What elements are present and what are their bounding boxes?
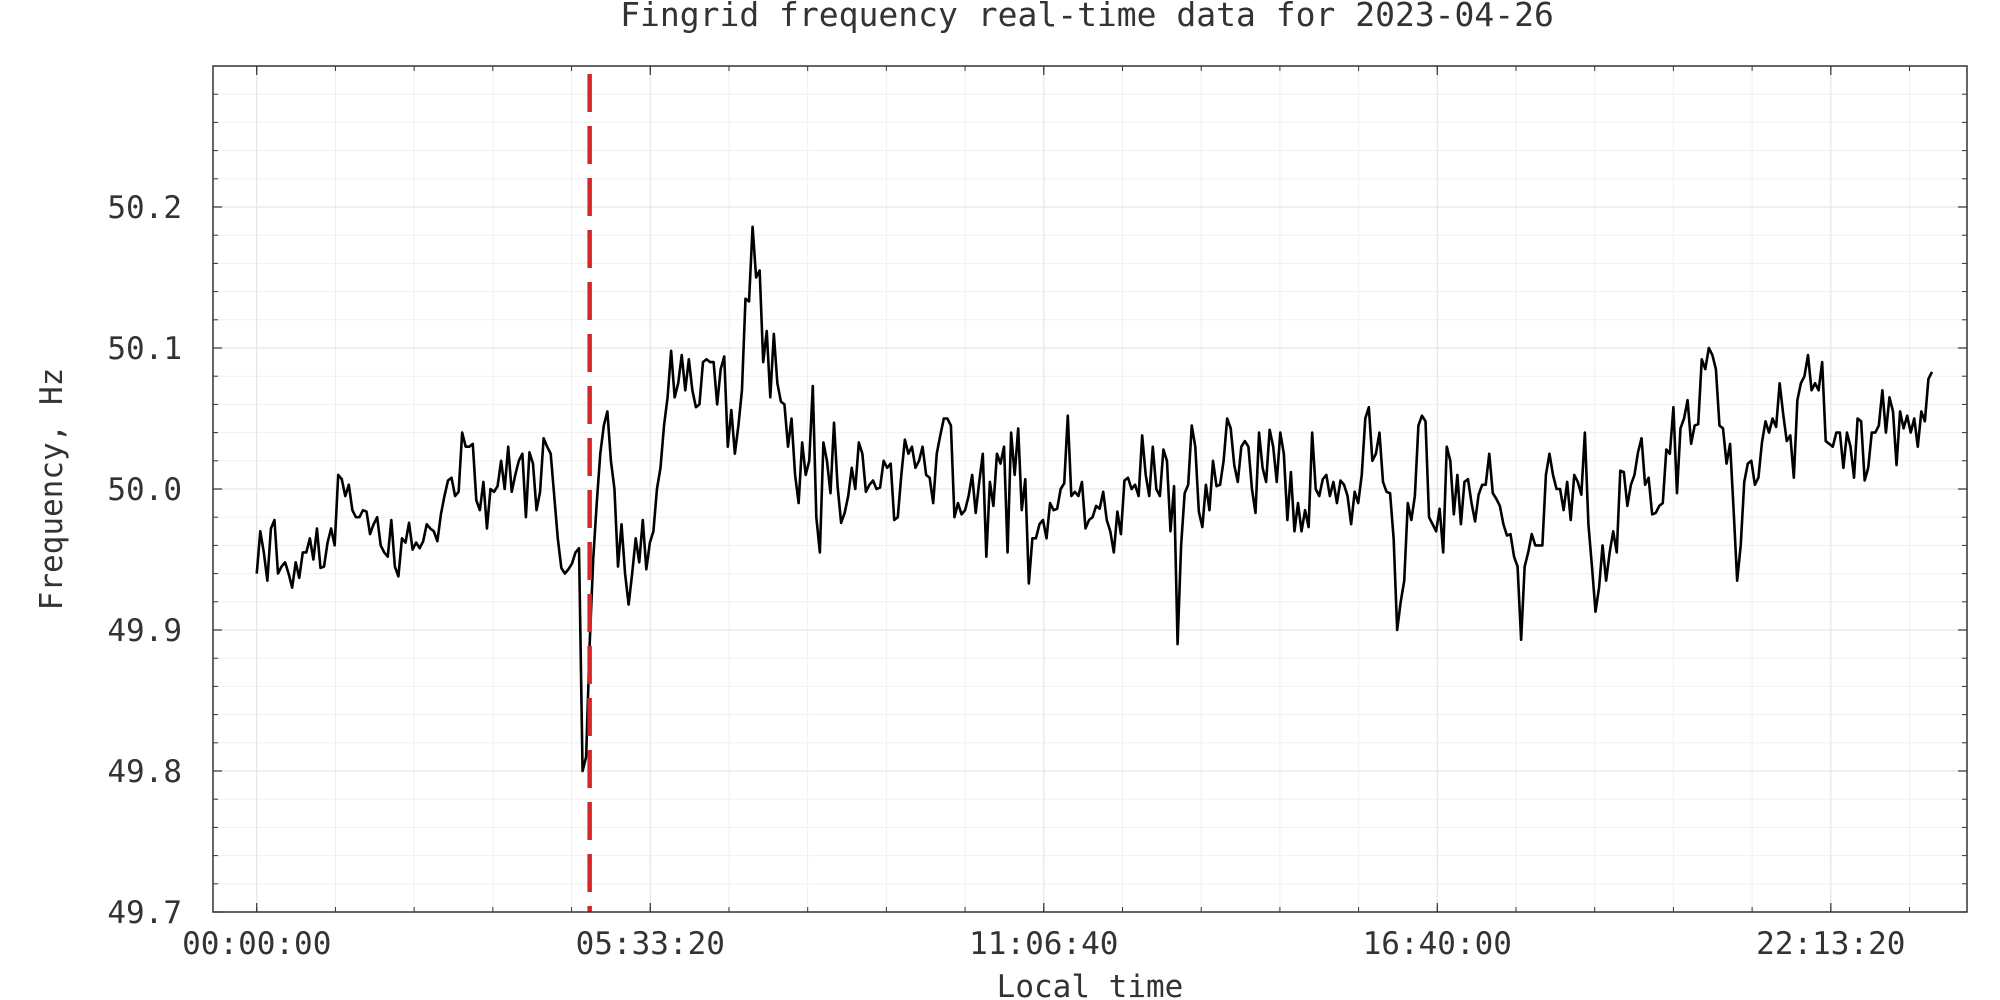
series-layer (255, 225, 1934, 773)
x-tick-labels: 00:00:00 05:33:20 11:06:40 16:40:00 22:13:20 (182, 926, 1905, 962)
x-tick-label: 16:40:00 (1363, 926, 1512, 962)
x-tick-label: 11:06:40 (969, 926, 1118, 962)
y-tick-label: 50.1 (107, 331, 182, 367)
y-tick-labels: 49.7 49.8 49.9 50.0 50.1 50.2 (107, 190, 182, 931)
x-axis-label: Local time (997, 969, 1184, 1000)
y-tick-label: 49.9 (107, 613, 182, 649)
y-tick-label: 50.0 (107, 472, 182, 508)
y-tick-label: 50.2 (107, 190, 182, 226)
x-tick-label: 22:13:20 (1756, 926, 1905, 962)
chart-title: Fingrid frequency real-time data for 202… (620, 0, 1554, 34)
y-tick-label: 49.7 (107, 895, 182, 931)
ticks-layer (213, 65, 1967, 913)
y-axis-label: Frequency, Hz (34, 368, 70, 611)
x-tick-label: 00:00:00 (182, 926, 331, 962)
frequency-series-line (255, 225, 1934, 773)
x-tick-label: 05:33:20 (576, 926, 725, 962)
y-tick-label: 49.8 (107, 754, 182, 790)
